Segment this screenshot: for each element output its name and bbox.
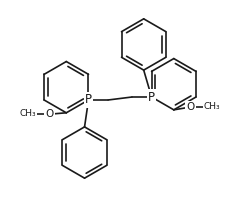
Text: P: P <box>85 94 92 107</box>
Text: O: O <box>186 102 195 112</box>
Text: O: O <box>46 109 54 119</box>
Text: CH₃: CH₃ <box>19 109 36 118</box>
Text: P: P <box>148 90 155 103</box>
Text: CH₃: CH₃ <box>204 102 221 111</box>
